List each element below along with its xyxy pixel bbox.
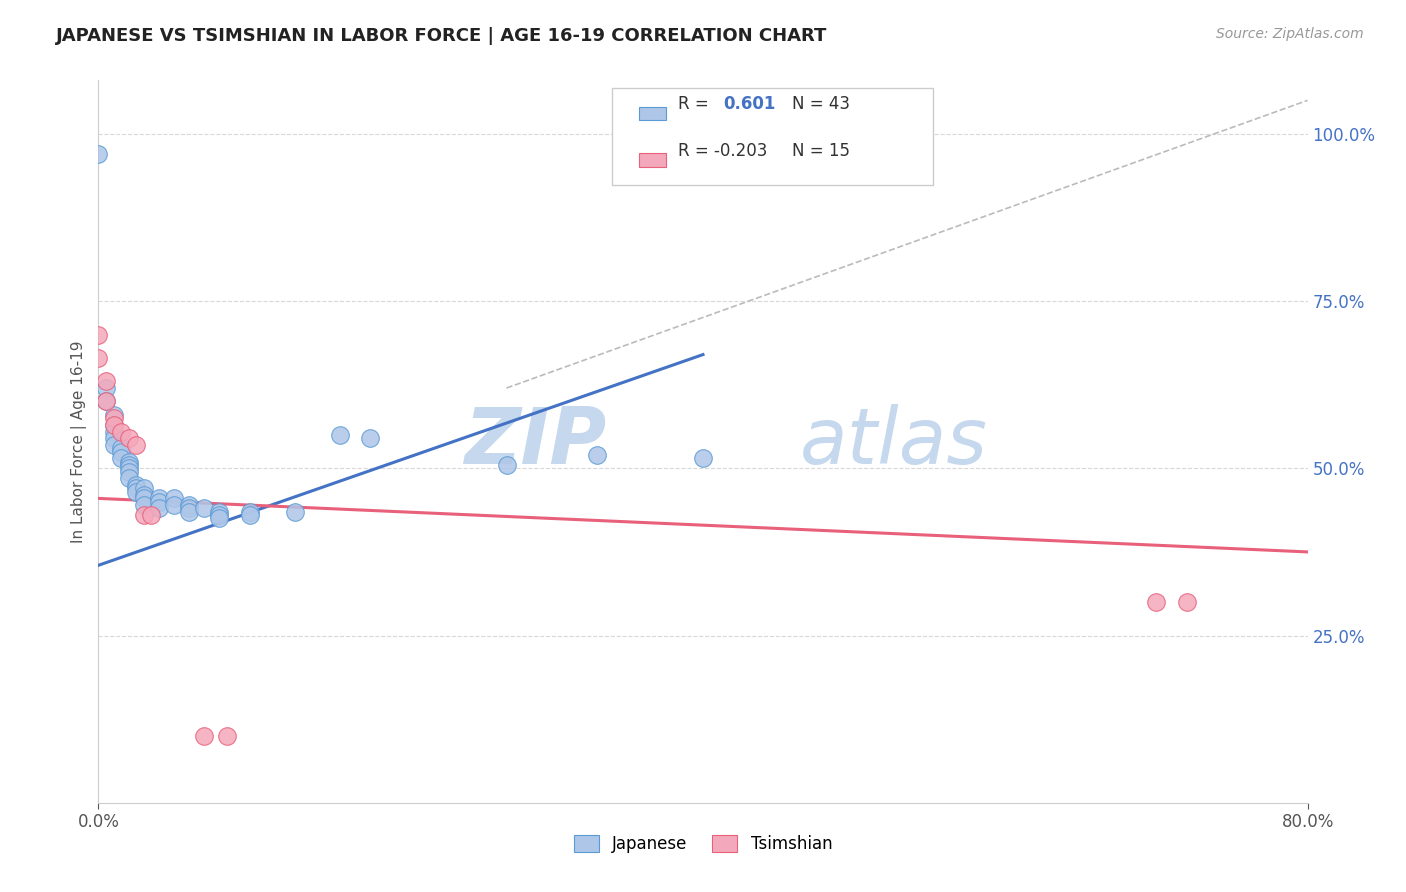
Point xyxy=(87,147,110,161)
Point xyxy=(110,451,132,466)
Point xyxy=(148,494,170,508)
Point xyxy=(163,491,186,506)
Point xyxy=(132,508,155,523)
Point xyxy=(118,431,141,445)
Point xyxy=(239,508,262,523)
Point xyxy=(208,511,231,525)
Point xyxy=(132,498,155,512)
Point xyxy=(103,417,125,432)
Text: R =: R = xyxy=(678,95,714,112)
Text: ZIP: ZIP xyxy=(464,403,606,480)
Text: N = 43: N = 43 xyxy=(793,95,851,112)
Point xyxy=(87,351,110,365)
Point xyxy=(118,461,141,475)
Point xyxy=(148,491,170,506)
Point xyxy=(118,458,141,472)
Point xyxy=(103,431,125,445)
Text: atlas: atlas xyxy=(800,403,987,480)
Point xyxy=(148,501,170,516)
Point xyxy=(179,498,201,512)
Point xyxy=(110,444,132,458)
Text: N = 15: N = 15 xyxy=(793,142,851,160)
Point xyxy=(360,431,382,445)
FancyBboxPatch shape xyxy=(613,87,932,185)
Point xyxy=(125,438,148,452)
Point xyxy=(163,498,186,512)
Point xyxy=(118,465,141,479)
Point xyxy=(1144,595,1167,609)
Point xyxy=(118,471,141,485)
FancyBboxPatch shape xyxy=(638,153,665,167)
Point xyxy=(141,508,163,523)
Point xyxy=(103,417,125,432)
Point xyxy=(193,729,215,743)
Point xyxy=(94,394,117,409)
Point xyxy=(208,508,231,523)
Text: R = -0.203: R = -0.203 xyxy=(678,142,768,160)
Point xyxy=(110,442,132,455)
Point xyxy=(215,729,238,743)
Point xyxy=(125,484,148,499)
Point xyxy=(193,501,215,516)
Point xyxy=(94,381,117,395)
Point xyxy=(1175,595,1198,609)
Text: 0.601: 0.601 xyxy=(724,95,776,112)
Point xyxy=(103,425,125,439)
Legend: Japanese, Tsimshian: Japanese, Tsimshian xyxy=(567,828,839,860)
Point xyxy=(125,478,148,492)
Point xyxy=(103,408,125,422)
Point xyxy=(103,438,125,452)
Point xyxy=(94,375,117,389)
Text: JAPANESE VS TSIMSHIAN IN LABOR FORCE | AGE 16-19 CORRELATION CHART: JAPANESE VS TSIMSHIAN IN LABOR FORCE | A… xyxy=(56,27,828,45)
Point xyxy=(132,482,155,496)
Point xyxy=(87,327,110,342)
Text: Source: ZipAtlas.com: Source: ZipAtlas.com xyxy=(1216,27,1364,41)
Point xyxy=(94,394,117,409)
Point xyxy=(103,411,125,425)
Point xyxy=(132,491,155,506)
Point xyxy=(132,488,155,502)
Point xyxy=(284,505,307,519)
Point xyxy=(110,425,132,439)
Point xyxy=(179,505,201,519)
Point xyxy=(118,455,141,469)
Point xyxy=(495,458,517,472)
FancyBboxPatch shape xyxy=(638,106,665,120)
Y-axis label: In Labor Force | Age 16-19: In Labor Force | Age 16-19 xyxy=(72,340,87,543)
Point xyxy=(179,501,201,516)
Point xyxy=(239,505,262,519)
Point xyxy=(329,427,352,442)
Point xyxy=(125,482,148,496)
Point xyxy=(586,448,609,462)
Point xyxy=(692,451,714,466)
Point xyxy=(208,505,231,519)
